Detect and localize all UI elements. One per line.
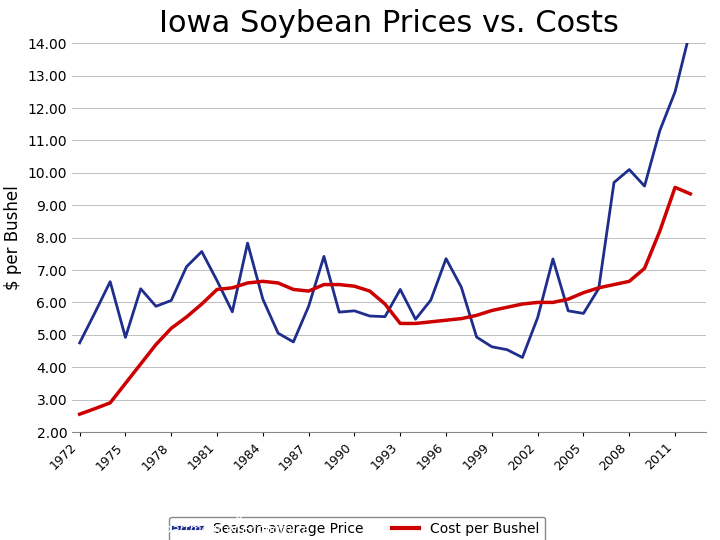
Y-axis label: $ per Bushel: $ per Bushel (4, 185, 22, 290)
Legend: Season-average Price, Cost per Bushel: Season-average Price, Cost per Bushel (169, 517, 545, 540)
Title: Iowa Soybean Prices vs. Costs: Iowa Soybean Prices vs. Costs (159, 9, 618, 38)
Text: Iowa State University: Iowa State University (14, 501, 248, 519)
Text: University Extension/Department of Economics: University Extension/Department of Econo… (14, 523, 310, 536)
